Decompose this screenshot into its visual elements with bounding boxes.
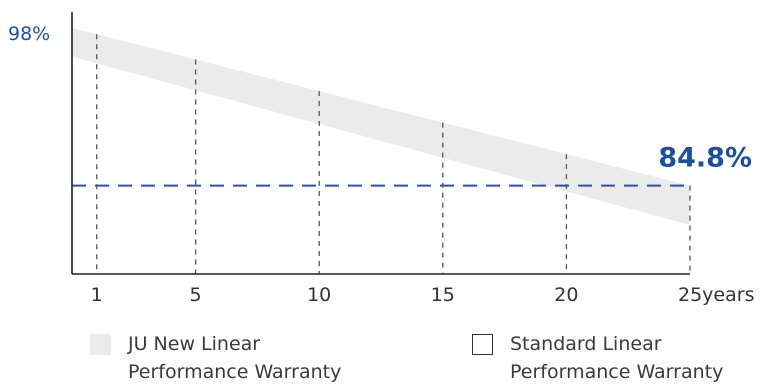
y-tick-label: 98% [8,23,50,45]
x-tick-label: 15 [431,284,455,306]
legend-label-line: Performance Warranty [128,361,342,383]
x-tick-label: 5 [190,284,202,306]
reference-value-label: 84.8% [658,143,752,174]
x-tick-label: 20 [554,284,578,306]
legend-label-line: Performance Warranty [510,361,724,383]
legend-item-ju-new: JU New Linear Performance Warranty [90,330,388,386]
vertical-gridlines [96,34,691,274]
legend-label-line: Standard Linear [510,333,662,355]
x-tick-label: 1 [91,284,103,306]
legend-label: JU New Linear Performance Warranty [128,330,388,386]
legend-swatch-filled [90,334,111,355]
x-tick-labels: 1 5 10 15 20 25years [91,284,755,306]
legend-label: Standard Linear Performance Warranty [510,330,763,386]
x-tick-label: 25years [678,284,754,306]
ju-warranty-band [72,28,690,226]
legend-swatch-empty [472,334,493,355]
legend-label-line: JU New Linear [128,333,261,355]
legend-item-standard: Standard Linear Performance Warranty [472,330,763,386]
x-tick-label: 10 [307,284,331,306]
